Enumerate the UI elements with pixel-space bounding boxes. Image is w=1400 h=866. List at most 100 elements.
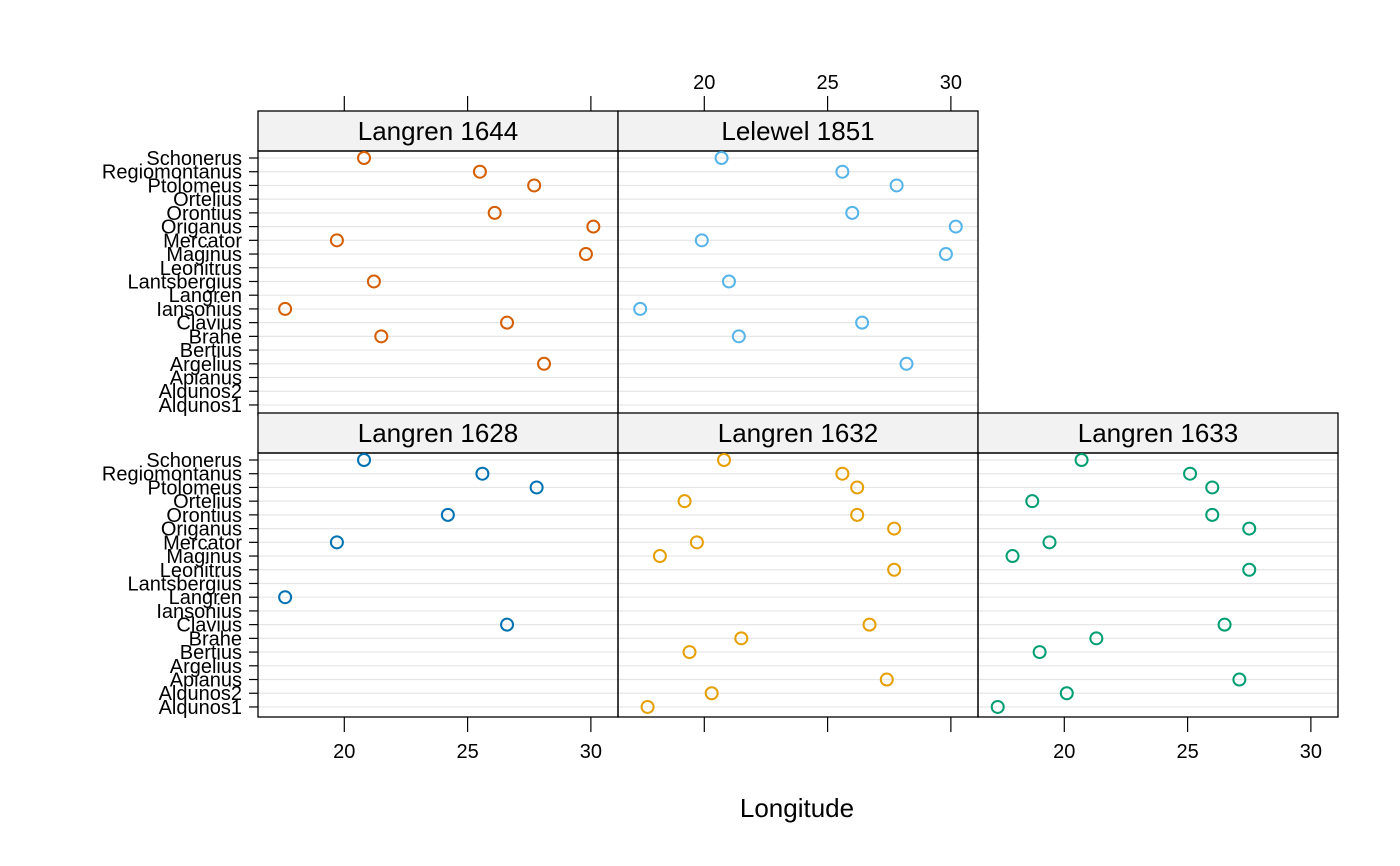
category-label: Brahe	[189, 628, 242, 650]
point-langren-1644-argelius	[537, 356, 552, 371]
panel-title-langren-1633: Langren 1633	[1078, 418, 1238, 448]
category-label: Orontius	[166, 505, 242, 527]
category-label: Apianus	[170, 670, 242, 692]
point-langren-1632-origanus	[887, 521, 902, 536]
panel-title-lelewel-1851: Lelewel 1851	[721, 116, 874, 146]
category-label: Leonitrus	[160, 560, 242, 582]
point-lelewel-1851-brahe	[731, 329, 746, 344]
point-langren-1632-alqunos1	[640, 699, 655, 714]
point-langren-1632-ptolomeus	[850, 480, 865, 495]
category-label: Ortelius	[173, 189, 242, 211]
point-langren-1644-regiomontanus	[472, 164, 487, 179]
point-langren-1632-alqunos2	[704, 686, 719, 701]
category-label: Iansonius	[156, 601, 242, 623]
panel-frame-langren-1632	[617, 452, 979, 718]
panel-strip-langren-1644	[257, 110, 619, 152]
point-langren-1644-iansonius	[278, 301, 293, 316]
point-langren-1632-clavius	[862, 617, 877, 632]
point-langren-1632-leonitrus	[887, 562, 902, 577]
panel-frame-langren-1644	[257, 150, 619, 416]
point-langren-1644-ptolomeus	[527, 178, 542, 193]
panel-title-langren-1628: Langren 1628	[358, 418, 518, 448]
category-label: Mercator	[163, 532, 242, 554]
category-label: Regiomontanus	[102, 162, 242, 184]
point-lelewel-1851-clavius	[855, 315, 870, 330]
x-tick-label: 30	[940, 72, 962, 94]
panel-strip-langren-1632	[617, 412, 979, 454]
point-lelewel-1851-argelius	[899, 356, 914, 371]
x-tick-label: 30	[580, 741, 602, 763]
point-langren-1632-brahe	[734, 631, 749, 646]
x-tick-label: 25	[1176, 741, 1198, 763]
point-langren-1644-origanus	[586, 219, 601, 234]
point-langren-1633-schonerus	[1074, 453, 1089, 467]
category-label: Brahe	[189, 326, 242, 348]
category-label: Schonerus	[146, 148, 242, 170]
point-langren-1633-clavius	[1217, 617, 1232, 632]
panel-title-langren-1632: Langren 1632	[718, 418, 878, 448]
point-langren-1644-mercator	[329, 233, 344, 248]
point-langren-1633-apianus	[1232, 672, 1247, 687]
category-label: Orontius	[166, 203, 242, 225]
category-label: Lantsbergius	[127, 271, 242, 293]
category-label: Apianus	[170, 368, 242, 390]
x-axis-title: Longitude	[740, 793, 854, 823]
x-tick-label: 20	[693, 72, 715, 94]
category-label: Argelius	[170, 354, 242, 376]
panel-frame-langren-1633	[977, 452, 1339, 718]
category-label: Origanus	[161, 519, 242, 541]
category-label: Maginus	[166, 244, 242, 266]
category-label: Clavius	[176, 313, 242, 335]
point-langren-1633-orontius	[1205, 507, 1220, 522]
point-langren-1632-apianus	[879, 672, 894, 687]
category-label: Clavius	[176, 615, 242, 637]
panel-strip-langren-1628	[257, 412, 619, 454]
category-label: Bertius	[180, 340, 242, 362]
category-label: Leonitrus	[160, 258, 242, 280]
point-langren-1633-origanus	[1242, 521, 1257, 536]
point-langren-1644-lantsbergius	[366, 274, 381, 289]
x-tick-label: 25	[816, 72, 838, 94]
point-langren-1628-orontius	[440, 507, 455, 522]
x-tick-label: 25	[456, 741, 478, 763]
point-langren-1633-bertius	[1032, 645, 1047, 660]
category-label: Bertius	[180, 642, 242, 664]
panel-frame-langren-1628	[257, 452, 619, 718]
category-label: Ptolomeus	[148, 175, 243, 197]
point-langren-1632-bertius	[682, 645, 697, 660]
point-langren-1628-ptolomeus	[529, 480, 544, 495]
category-label: Alqunos1	[159, 697, 242, 719]
point-langren-1628-regiomontanus	[475, 466, 490, 481]
point-lelewel-1851-ptolomeus	[889, 178, 904, 193]
point-langren-1633-maginus	[1005, 549, 1020, 564]
point-langren-1633-mercator	[1042, 535, 1057, 550]
point-langren-1632-schonerus	[717, 453, 732, 467]
label-layer: SchonerusRegiomontanusPtolomeusOrteliusO…	[102, 148, 242, 719]
point-langren-1644-schonerus	[357, 151, 372, 165]
point-langren-1633-alqunos2	[1059, 686, 1074, 701]
category-label: Ortelius	[173, 491, 242, 513]
x-tick-label: 20	[1053, 741, 1075, 763]
point-langren-1628-clavius	[500, 617, 515, 632]
category-label: Origanus	[161, 217, 242, 239]
point-langren-1644-clavius	[500, 315, 515, 330]
point-lelewel-1851-maginus	[938, 247, 953, 262]
category-label: Lantsbergius	[127, 573, 242, 595]
category-label: Alqunos1	[159, 395, 242, 417]
category-label: Maginus	[166, 546, 242, 568]
category-label: Ptolomeus	[148, 477, 243, 499]
point-langren-1633-leonitrus	[1242, 562, 1257, 577]
panel-frame-lelewel-1851	[617, 150, 979, 416]
x-tick-label: 30	[1300, 741, 1322, 763]
panel-title-langren-1644: Langren 1644	[358, 116, 518, 146]
category-label: Alqunos2	[159, 381, 242, 403]
tick-layer: 20 25 30 20 25 30 20 25 30	[249, 72, 1322, 763]
point-langren-1632-regiomontanus	[835, 466, 850, 481]
point-layer	[278, 151, 1257, 714]
point-lelewel-1851-lantsbergius	[721, 274, 736, 289]
point-langren-1632-orontius	[850, 507, 865, 522]
point-langren-1644-brahe	[374, 329, 389, 344]
category-label: Iansonius	[156, 299, 242, 321]
panel-layer: Langren 1644 Lelewel 1851 Langren 1628 Lang…	[257, 110, 1339, 718]
